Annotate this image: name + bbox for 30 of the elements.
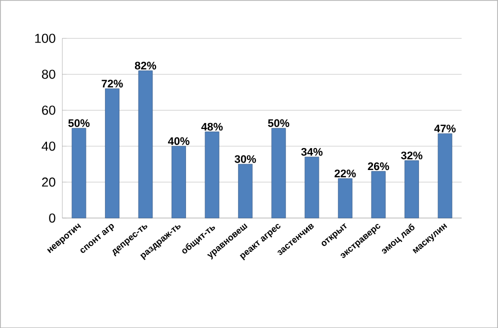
bar [338,178,352,218]
data-label: 22% [334,169,356,178]
y-tick-label: 20 [42,177,56,187]
data-label: 47% [434,124,456,132]
bar [438,133,452,218]
y-tick-label: 80 [42,70,56,79]
bar [105,88,120,218]
data-label: 30% [234,155,256,163]
bar [304,156,320,218]
data-label: 72% [102,80,123,88]
data-label: 50% [68,119,90,127]
data-label: 48% [201,122,223,130]
data-label: 32% [401,151,422,160]
y-tick-label: 0 [49,213,56,222]
data-label: 40% [168,137,190,145]
data-label: 34% [301,148,323,156]
data-label: 50% [268,119,290,127]
data-label: 26% [368,162,390,170]
bar [204,131,220,218]
bar [138,70,153,218]
bar [371,170,386,218]
y-tick-label: 100 [35,34,56,43]
bar [404,160,419,218]
y-tick-label: 40 [42,141,56,151]
bar [72,128,86,218]
bar [271,128,286,218]
bar [172,146,186,218]
data-label: 82% [134,62,156,70]
bar [238,164,253,218]
y-tick-label: 60 [42,106,56,115]
